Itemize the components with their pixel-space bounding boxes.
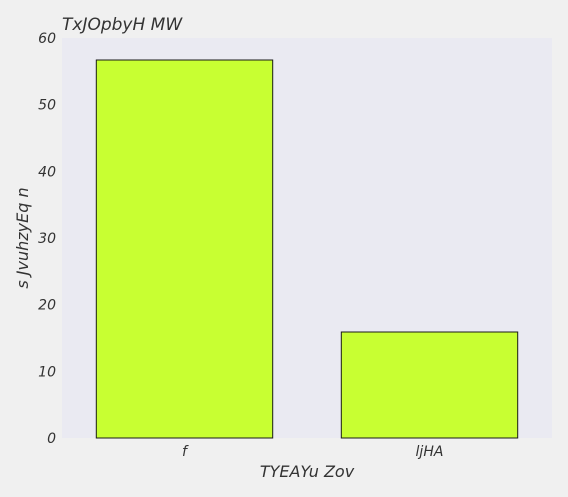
- x-tick-label: f: [182, 444, 189, 460]
- y-axis-label: s JvuhzyEq n: [13, 187, 32, 288]
- y-tick-label: 60: [38, 31, 56, 47]
- y-tick-label: 40: [38, 164, 56, 180]
- y-tick-label: 10: [38, 364, 56, 380]
- y-tick-label: 20: [38, 298, 56, 314]
- x-axis-label: TYEAYu Zov: [260, 462, 355, 481]
- bar-f: [95, 59, 274, 439]
- bars: [95, 59, 519, 439]
- y-tick-label: 50: [38, 98, 56, 114]
- y-tick-label: 0: [47, 431, 56, 447]
- chart-title: TxJOpbyH MW: [62, 15, 183, 35]
- bar-ljHA: [340, 331, 519, 439]
- y-tick-label: 30: [38, 231, 56, 247]
- y-axis-ticks: 0 10 20 30 40 50 60: [38, 31, 56, 447]
- x-tick-label: ljHA: [416, 444, 444, 460]
- x-axis-ticks: f ljHA: [182, 444, 443, 460]
